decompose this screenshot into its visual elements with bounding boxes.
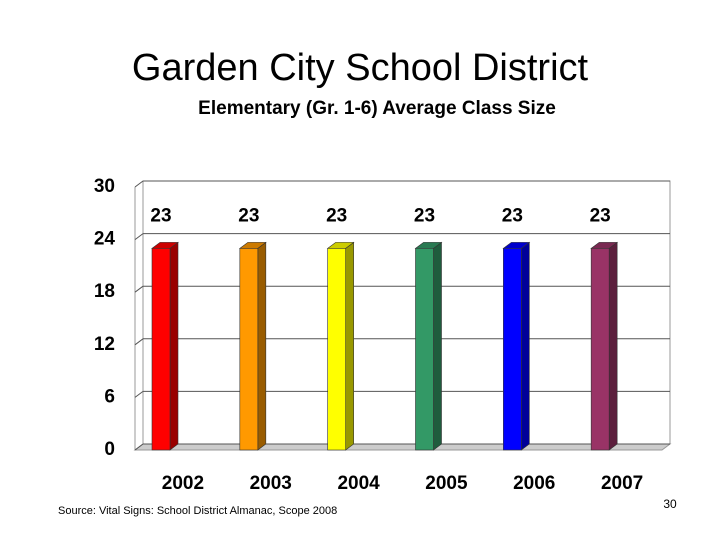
bar-front — [415, 248, 434, 451]
grid-line-side — [134, 390, 144, 398]
y-tick-label: 12 — [94, 334, 115, 355]
bar-side — [433, 241, 442, 451]
x-tick-label: 2005 — [425, 473, 468, 494]
bar — [590, 241, 619, 451]
data-label: 23 — [590, 205, 611, 226]
bar-front — [151, 248, 171, 451]
grid-line-side — [134, 180, 144, 188]
bar-side — [345, 241, 354, 451]
y-tick-label: 18 — [94, 281, 115, 302]
bar-front — [239, 248, 259, 451]
bar — [238, 241, 267, 451]
grid-line-side — [134, 338, 144, 346]
y-tick-label: 0 — [104, 439, 115, 460]
bar-side — [608, 241, 618, 451]
y-tick-label: 30 — [94, 176, 115, 197]
page-number: 30 — [663, 497, 677, 511]
grid-line-side — [134, 443, 144, 451]
bar-side — [169, 241, 179, 451]
data-label: 23 — [414, 205, 435, 226]
bar — [326, 241, 355, 451]
bar-front — [327, 248, 346, 451]
data-label: 23 — [238, 205, 259, 226]
source-note: Source: Vital Signs: School District Alm… — [58, 505, 337, 517]
data-label: 23 — [326, 205, 347, 226]
plot-floor — [133, 443, 672, 451]
x-tick-label: 2007 — [601, 473, 643, 494]
y-tick-label: 6 — [104, 386, 115, 407]
bar — [502, 241, 531, 451]
grid-line-side — [134, 285, 144, 293]
chart-subtitle: Elementary (Gr. 1-6) Average Class Size — [198, 98, 556, 119]
plot-back-wall — [142, 180, 671, 445]
bar — [414, 241, 443, 451]
bar — [151, 241, 179, 451]
x-tick-label: 2002 — [162, 473, 204, 494]
bar-front — [590, 248, 610, 451]
x-tick-label: 2004 — [337, 473, 380, 494]
bar-side — [257, 241, 267, 451]
bar-front — [503, 248, 522, 451]
data-label: 23 — [502, 205, 523, 226]
x-tick-label: 2006 — [513, 473, 555, 494]
y-tick-label: 24 — [94, 229, 116, 250]
grid-line-side — [134, 233, 144, 241]
slide-title: Garden City School District — [132, 47, 589, 89]
x-tick-label: 2003 — [250, 473, 292, 494]
data-label: 23 — [150, 205, 171, 226]
bar-side — [521, 241, 530, 451]
